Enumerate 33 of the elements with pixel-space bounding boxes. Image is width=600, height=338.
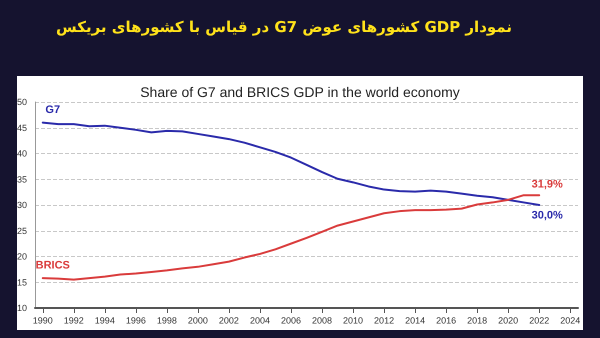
annotation: 31,9% [532, 178, 564, 191]
x-tick-label: 2000 [188, 316, 208, 326]
x-tick-label: 2016 [436, 316, 456, 326]
y-tick-label: 45 [16, 122, 27, 133]
x-tick-label: 2012 [374, 316, 394, 326]
chart-title: نمودار GDP کشورهای عوض G7 در قیاس با کشورهای بریکس [56, 18, 512, 36]
series-label: G7 [45, 104, 60, 116]
x-tick-label: 2022 [529, 316, 550, 326]
x-tick-label: 1992 [64, 316, 84, 326]
y-tick-label: 10 [16, 303, 27, 313]
y-tick-label: 35 [16, 174, 27, 184]
annotation: 30,0% [532, 210, 564, 222]
x-tick-label: 2010 [343, 316, 364, 326]
x-tick-label: 2020 [498, 316, 518, 326]
y-tick-label: 25 [16, 226, 27, 236]
series-label: BRICS [36, 260, 70, 272]
x-tick-label: 1990 [32, 316, 53, 326]
y-tick-label: 50 [16, 97, 27, 107]
x-tick-label: 1994 [94, 316, 115, 326]
y-tick-label: 15 [16, 277, 27, 288]
y-tick-label: 40 [16, 148, 27, 158]
y-tick-label: 30 [16, 200, 27, 210]
x-tick-label: 2024 [560, 316, 580, 326]
x-tick-label: 2008 [312, 316, 332, 326]
x-tick-label: 1996 [126, 316, 146, 326]
x-tick-label: 2014 [405, 316, 426, 326]
x-tick-label: 2006 [280, 316, 301, 326]
x-tick-label: 2004 [250, 316, 270, 326]
x-tick-label: 2018 [467, 316, 488, 326]
chart-subtitle: Share of G7 and BRICS GDP in the world economy [140, 84, 460, 100]
y-tick-label: 20 [16, 252, 27, 262]
x-tick-label: 1998 [156, 316, 177, 326]
x-tick-label: 2002 [218, 316, 239, 326]
